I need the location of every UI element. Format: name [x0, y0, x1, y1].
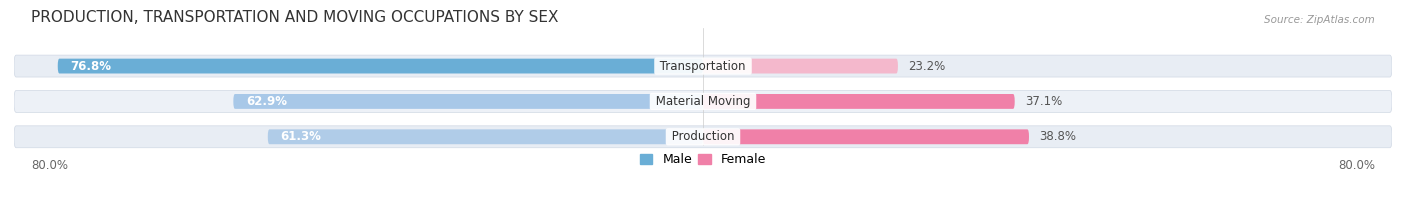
Text: 61.3%: 61.3% — [280, 130, 321, 143]
Text: 38.8%: 38.8% — [1039, 130, 1076, 143]
FancyBboxPatch shape — [267, 129, 703, 144]
Text: Source: ZipAtlas.com: Source: ZipAtlas.com — [1264, 15, 1375, 25]
Text: 80.0%: 80.0% — [31, 159, 67, 172]
Text: PRODUCTION, TRANSPORTATION AND MOVING OCCUPATIONS BY SEX: PRODUCTION, TRANSPORTATION AND MOVING OC… — [31, 10, 558, 25]
Text: Transportation: Transportation — [657, 59, 749, 72]
Legend: Male, Female: Male, Female — [640, 153, 766, 166]
FancyBboxPatch shape — [703, 129, 1029, 144]
Text: Production: Production — [668, 130, 738, 143]
Text: 23.2%: 23.2% — [908, 59, 945, 72]
Text: 80.0%: 80.0% — [1339, 159, 1375, 172]
FancyBboxPatch shape — [703, 59, 898, 73]
FancyBboxPatch shape — [233, 94, 703, 109]
FancyBboxPatch shape — [14, 90, 1392, 112]
Text: 76.8%: 76.8% — [70, 59, 111, 72]
FancyBboxPatch shape — [14, 55, 1392, 77]
Text: 62.9%: 62.9% — [246, 95, 287, 108]
Text: Material Moving: Material Moving — [652, 95, 754, 108]
FancyBboxPatch shape — [58, 59, 703, 73]
FancyBboxPatch shape — [14, 126, 1392, 148]
FancyBboxPatch shape — [703, 94, 1015, 109]
Text: 37.1%: 37.1% — [1025, 95, 1062, 108]
